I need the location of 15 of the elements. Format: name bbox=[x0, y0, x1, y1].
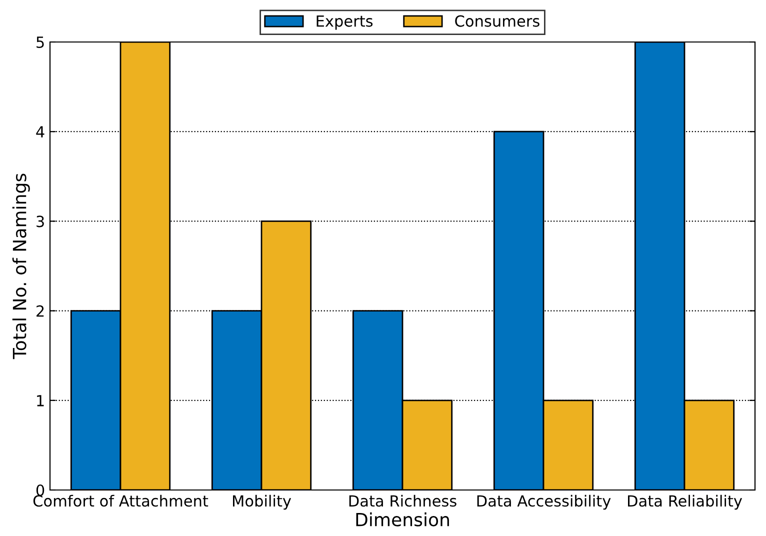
legend-label: Experts bbox=[316, 15, 373, 30]
y-tick-label: 2 bbox=[36, 305, 44, 317]
y-tick-label: 3 bbox=[36, 216, 44, 228]
y-tick-label: 5 bbox=[36, 36, 44, 48]
y-axis-title: Total No. of Namings bbox=[12, 174, 30, 360]
legend-label: Consumers bbox=[455, 15, 540, 27]
x-tick-label: Data Reliability bbox=[628, 494, 742, 510]
x-tick-label: Data Richness bbox=[349, 494, 456, 507]
x-tick-label: Data Accessibility bbox=[477, 494, 611, 510]
y-tick-label: 1 bbox=[37, 395, 44, 406]
x-tick-label: Comfort of Attachment bbox=[33, 494, 208, 507]
y-tick-label: 0 bbox=[36, 484, 44, 496]
x-axis-title: Dimension bbox=[356, 512, 449, 526]
x-tick-label: Mobility bbox=[233, 494, 292, 510]
y-tick-label: 4 bbox=[36, 126, 44, 138]
